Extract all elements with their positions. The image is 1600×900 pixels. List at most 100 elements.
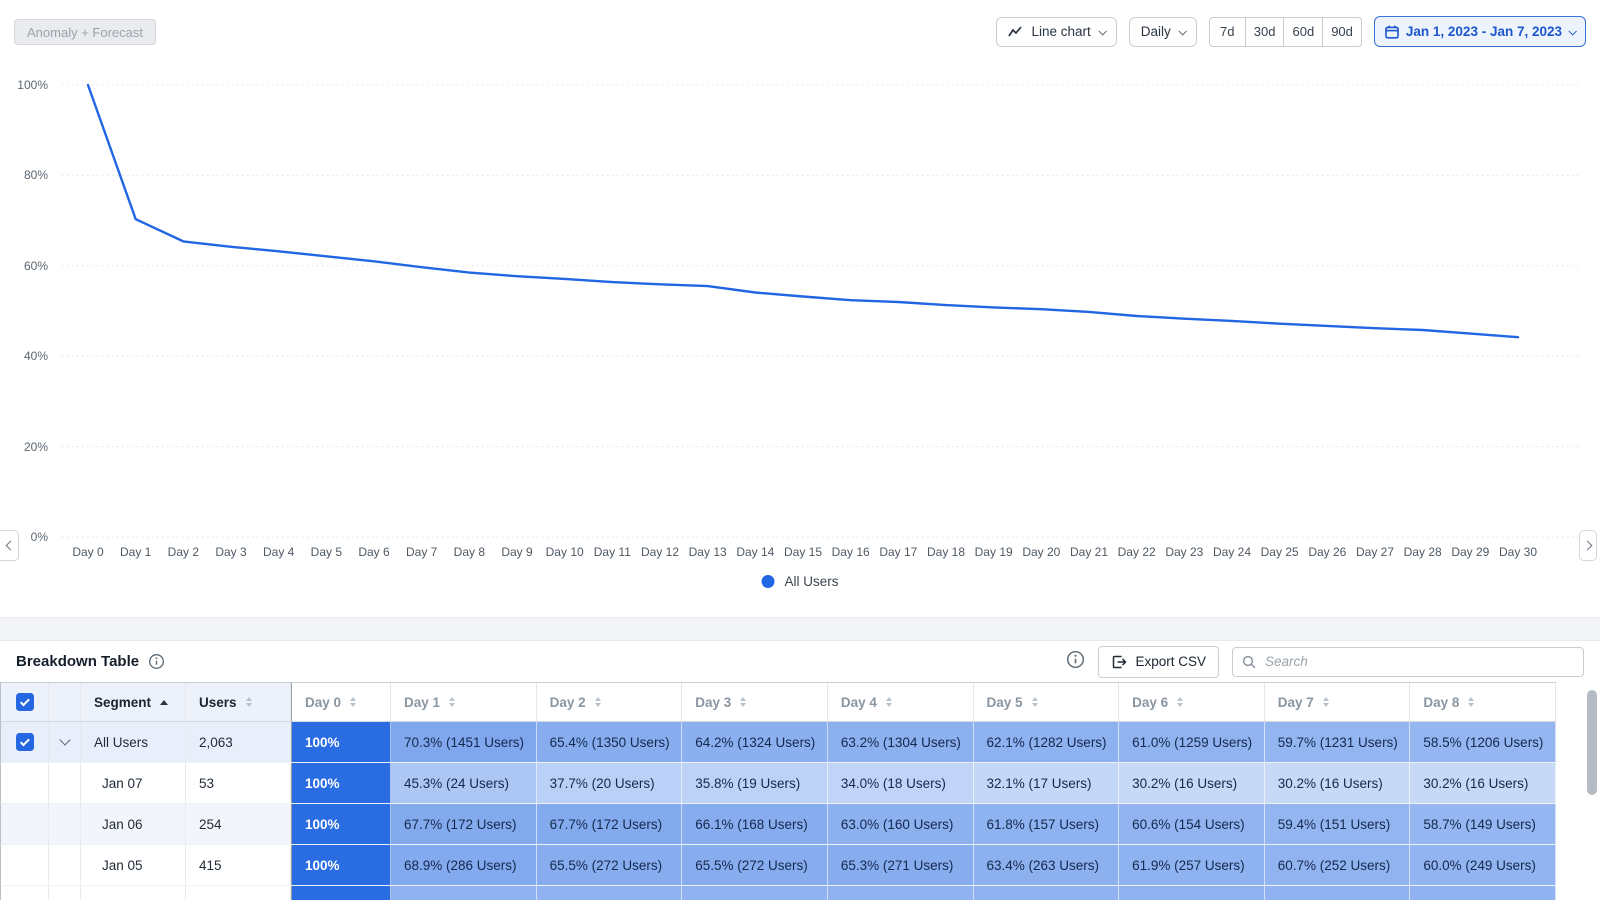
range-30d-button[interactable]: 30d	[1244, 16, 1285, 47]
column-header-day-7[interactable]: Day 7	[1264, 683, 1411, 721]
segment-cell: All Users	[81, 722, 186, 762]
day-cell: 30.2% (16 Users)	[1264, 763, 1411, 803]
y-axis-tick: 60%	[23, 258, 48, 273]
table-row: Jan 05 415 100% 68.9% (286 Users) 65.5% (272…	[0, 845, 1556, 886]
x-axis-label: Day 4	[262, 545, 295, 559]
day-cell: 61.0% (1259 Users)	[1119, 722, 1265, 762]
info-icon[interactable]	[1066, 650, 1085, 674]
breakdown-header-bar: Breakdown Table Export CSV	[0, 641, 1600, 682]
day-cell: 100%	[291, 722, 391, 762]
date-range-presets: 7d 30d 60d 90d	[1208, 16, 1362, 47]
chart-legend[interactable]: All Users	[761, 574, 839, 589]
anomaly-forecast-label: Anomaly + Forecast	[27, 24, 143, 40]
column-header-day-3[interactable]: Day 3	[682, 683, 828, 721]
date-range-label: Jan 1, 2023 - Jan 7, 2023	[1405, 24, 1562, 39]
day-cell: 67.7% (172 Users)	[536, 804, 683, 844]
day-cell: 58.5% (1206 Users)	[1410, 722, 1556, 762]
section-divider	[0, 617, 1600, 641]
day-cell: 66.1% (168 Users)	[682, 804, 828, 844]
x-axis-label: Day 5	[310, 545, 343, 559]
row-checkbox[interactable]	[1, 763, 49, 803]
x-axis-label: Day 6	[358, 545, 390, 559]
search-input[interactable]	[1232, 646, 1584, 677]
day-cell: 100%	[291, 763, 391, 803]
row-checkbox[interactable]	[1, 722, 49, 762]
chart-scroll-right-button[interactable]	[1579, 530, 1597, 561]
x-axis-label: Day 11	[593, 545, 631, 559]
column-header-day-5[interactable]: Day 5	[973, 683, 1120, 721]
day-cell: 65.5% (272 Users)	[536, 845, 683, 885]
search-icon	[1242, 655, 1256, 669]
y-axis-tick: 0%	[30, 530, 48, 544]
x-axis-label: Day 1	[119, 545, 152, 559]
chart-type-label: Line chart	[1031, 24, 1091, 39]
day-cell: 63.2% (1304 Users)	[827, 722, 974, 762]
x-axis-label: Day 16	[831, 545, 870, 559]
day-cell: 65.5% (272 Users)	[682, 845, 828, 885]
row-expand-toggle	[49, 845, 81, 885]
range-60d-button[interactable]: 60d	[1283, 16, 1324, 47]
column-header-day-6[interactable]: Day 6	[1119, 683, 1265, 721]
x-axis-label: Day 0	[72, 545, 104, 559]
granularity-dropdown[interactable]: Daily	[1128, 16, 1197, 47]
chevron-down-icon	[1098, 26, 1107, 36]
day-cell: 60.7% (252 Users)	[1264, 845, 1411, 885]
column-header-day-8[interactable]: Day 8	[1410, 683, 1556, 721]
column-header-segment[interactable]: Segment	[81, 683, 186, 721]
sort-icon	[1177, 696, 1184, 708]
vertical-scrollbar[interactable]	[1587, 690, 1597, 795]
row-expand-toggle[interactable]	[49, 722, 81, 762]
sort-icon	[1322, 696, 1329, 708]
x-axis-label: Day 29	[1451, 545, 1490, 559]
x-axis-label: Day 18	[926, 545, 966, 559]
sort-icon	[1031, 696, 1038, 708]
day-cell: 64.2% (1324 Users)	[682, 722, 828, 762]
day-cell: 65.3% (271 Users)	[827, 845, 974, 885]
segment-cell: Jan 07	[81, 763, 186, 803]
y-axis-tick: 20%	[23, 439, 48, 454]
anomaly-forecast-button[interactable]: Anomaly + Forecast	[14, 19, 156, 45]
segment-cell: Jan 06	[81, 804, 186, 844]
day-cell: 58.7% (149 Users)	[1410, 804, 1556, 844]
x-axis-label: Day 9	[501, 545, 533, 559]
chevron-right-icon	[1582, 540, 1592, 551]
users-cell: 53	[186, 763, 291, 803]
x-axis-label: Day 14	[736, 545, 775, 559]
chart-type-dropdown[interactable]: Line chart	[996, 16, 1117, 47]
range-7d-button[interactable]: 7d	[1208, 16, 1246, 47]
day-cell: 60.0% (249 Users)	[1410, 845, 1556, 885]
export-csv-label: Export CSV	[1135, 654, 1206, 669]
x-axis-label: Day 19	[974, 545, 1013, 559]
table-header-row: Segment Users Day 0 Day 1 Day 2 Day 3 Day 4 Day…	[0, 682, 1556, 722]
line-chart-icon	[1008, 25, 1023, 36]
date-range-picker[interactable]: Jan 1, 2023 - Jan 7, 2023	[1373, 16, 1586, 47]
x-axis-label: Day 26	[1308, 545, 1347, 559]
column-header-day-0[interactable]: Day 0	[291, 683, 391, 721]
granularity-label: Daily	[1140, 24, 1171, 39]
chevron-down-icon	[1178, 26, 1187, 36]
select-all-checkbox[interactable]	[1, 683, 49, 721]
row-checkbox[interactable]	[1, 804, 49, 844]
x-axis-label: Day 13	[688, 545, 727, 559]
column-header-day-4[interactable]: Day 4	[827, 683, 974, 721]
column-header-day-1[interactable]: Day 1	[391, 683, 537, 721]
checkbox-checked-icon	[15, 693, 34, 711]
sort-icon	[449, 696, 456, 708]
export-csv-button[interactable]: Export CSV	[1098, 645, 1219, 678]
day-cell: 30.2% (16 Users)	[1119, 763, 1265, 803]
day-cell: 100%	[291, 804, 391, 844]
day-cell: 45.3% (24 Users)	[391, 763, 537, 803]
table-row: Jan 07 53 100% 45.3% (24 Users) 37.7% (20 Us…	[0, 763, 1556, 804]
info-icon[interactable]	[148, 653, 165, 670]
calendar-icon	[1385, 25, 1399, 39]
day-cell: 67.7% (172 Users)	[391, 804, 537, 844]
chart-scroll-left-button[interactable]	[0, 530, 19, 561]
x-axis-label: Day 25	[1260, 545, 1299, 559]
breakdown-table: Segment Users Day 0 Day 1 Day 2 Day 3 Day 4 Day…	[0, 682, 1600, 900]
range-90d-button[interactable]: 90d	[1322, 16, 1362, 47]
column-header-users[interactable]: Users	[186, 683, 291, 721]
row-checkbox[interactable]	[1, 845, 49, 885]
column-header-day-2[interactable]: Day 2	[536, 683, 683, 721]
